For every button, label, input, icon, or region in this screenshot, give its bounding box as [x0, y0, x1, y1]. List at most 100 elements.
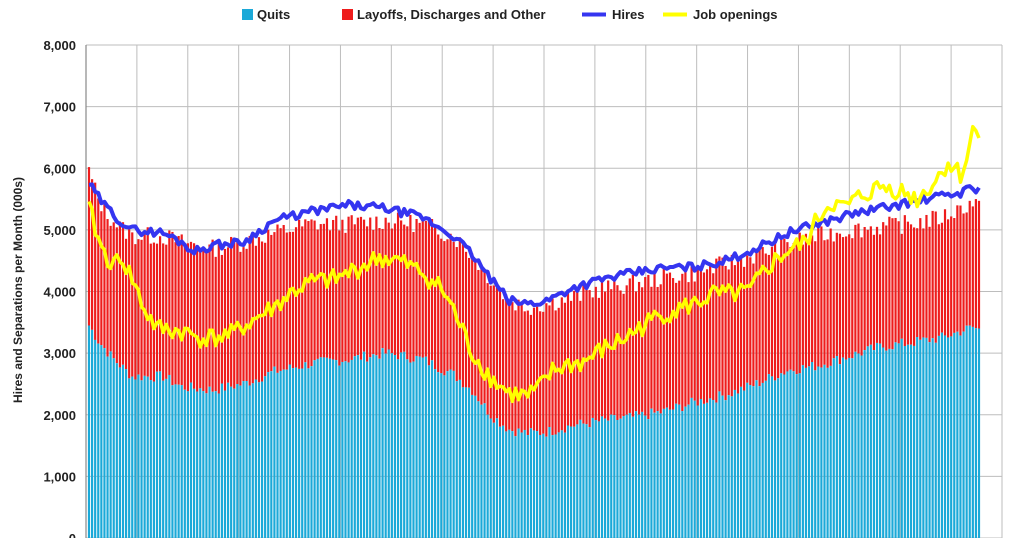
layoffs-bar — [897, 221, 900, 344]
layoffs-bar — [495, 287, 499, 419]
quits-bar — [353, 356, 356, 538]
quits-bar — [777, 378, 780, 538]
layoffs-bar — [913, 227, 916, 346]
layoffs-bar — [829, 228, 832, 366]
layoffs-bar — [128, 229, 131, 379]
quits-bar — [393, 355, 397, 538]
quits-bar — [743, 390, 746, 538]
layoffs-bar — [424, 220, 427, 357]
quits-bar — [699, 398, 702, 538]
quits-bar — [709, 398, 712, 538]
layoffs-bar — [607, 280, 610, 421]
quits-bar — [100, 345, 103, 538]
layoffs-bar — [653, 271, 656, 413]
quits-bar — [152, 381, 155, 538]
quits-bar — [468, 387, 471, 538]
layoffs-bar — [665, 273, 668, 408]
layoffs-bar — [486, 283, 489, 415]
layoffs-bar — [146, 227, 149, 377]
quits-bar — [913, 345, 916, 538]
layoffs-bar — [752, 263, 755, 387]
layoffs-bar — [443, 241, 446, 376]
quits-bar — [625, 414, 628, 538]
quits-bar — [359, 359, 363, 538]
quits-bar — [94, 339, 97, 538]
quits-bar — [832, 358, 835, 538]
quits-bar — [264, 376, 267, 538]
quits-bar — [943, 335, 947, 538]
quits-bar — [622, 416, 625, 538]
layoffs-bar — [498, 288, 502, 427]
quits-bar — [384, 353, 387, 538]
quits-bar — [851, 358, 854, 538]
layoffs-bar — [313, 220, 316, 361]
layoffs-bar — [937, 224, 940, 336]
layoffs-bar — [124, 238, 128, 370]
legend-swatch-layoffs — [342, 9, 353, 20]
legend-label-hires: Hires — [612, 7, 645, 22]
layoffs-bar — [100, 211, 103, 346]
layoffs-bar — [508, 304, 511, 430]
layoffs-bar — [894, 217, 897, 343]
layoffs-bar — [625, 285, 628, 415]
layoffs-bar — [773, 239, 777, 381]
quits-bar — [860, 355, 863, 538]
y-tick-label: 5,000 — [43, 223, 76, 238]
layoffs-bar — [421, 219, 424, 358]
layoffs-bar — [378, 228, 381, 359]
quits-bar — [90, 329, 94, 538]
quits-bar — [814, 370, 817, 538]
quits-bar — [835, 356, 838, 538]
quits-bar — [548, 427, 551, 538]
layoffs-bar — [916, 228, 919, 338]
quits-bar — [322, 357, 325, 538]
quits-bar — [845, 359, 848, 538]
layoffs-bar — [882, 222, 885, 348]
layoffs-bar — [165, 244, 168, 379]
quits-bar — [903, 345, 906, 538]
layoffs-bar — [260, 241, 264, 382]
quits-bar — [616, 419, 619, 538]
y-tick-label: 0 — [69, 531, 76, 538]
quits-bar — [693, 400, 696, 538]
quits-bar — [644, 415, 647, 538]
layoffs-bar — [693, 281, 696, 401]
layoffs-bar — [471, 253, 474, 395]
layoffs-bar — [322, 223, 325, 358]
quits-bar — [727, 395, 730, 538]
quits-bar — [236, 384, 239, 538]
layoffs-bar — [872, 234, 876, 351]
layoffs-bar — [251, 236, 254, 384]
layoffs-bar — [628, 278, 631, 413]
quits-bar — [573, 426, 576, 538]
layoffs-bar — [879, 234, 882, 344]
layoffs-bar — [569, 300, 573, 427]
quits-bar — [430, 360, 434, 538]
quits-bar — [869, 344, 872, 538]
layoffs-bar — [276, 224, 279, 373]
quits-bar — [316, 358, 319, 538]
layoffs-bar — [671, 278, 675, 410]
layoffs-bar — [709, 265, 712, 399]
quits-bar — [758, 386, 761, 538]
layoffs-bar — [214, 256, 217, 392]
quits-bar — [971, 326, 974, 538]
quits-bar — [668, 409, 672, 538]
layoffs-bar — [338, 230, 341, 366]
layoffs-bar — [369, 217, 372, 358]
layoffs-bar — [483, 270, 486, 404]
layoffs-bar — [196, 245, 199, 392]
quits-bar — [569, 426, 573, 538]
layoffs-bar — [270, 234, 273, 372]
layoffs-bar — [835, 232, 838, 357]
quits-bar — [115, 363, 118, 538]
y-tick-label: 3,000 — [43, 346, 76, 361]
layoffs-bar — [838, 233, 842, 365]
layoffs-bar — [511, 302, 514, 432]
quits-bar — [449, 369, 452, 538]
layoffs-bar — [687, 282, 690, 405]
quits-bar — [412, 361, 415, 538]
quits-bar — [211, 391, 214, 538]
layoffs-bar — [177, 235, 180, 385]
